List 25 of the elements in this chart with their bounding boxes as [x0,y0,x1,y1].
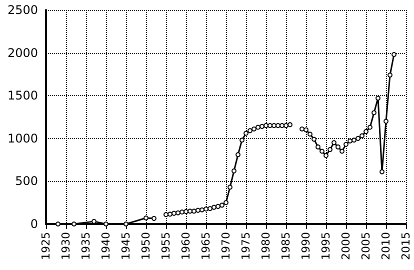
y-tick-label: 1500 [7,88,38,103]
y-tick-label: 2000 [7,46,38,60]
x-tick-label: 1990 [300,232,312,260]
x-tick-label: 1935 [80,232,92,260]
y-tick-label: 500 [15,174,38,188]
x-tick-label: 1945 [120,232,132,260]
y-tick-label: 2500 [7,3,38,17]
x-tick-label: 1940 [100,232,112,260]
x-tick-label: 1950 [140,232,152,260]
x-tick-label: 2005 [360,232,372,260]
x-tick-label: 2010 [380,232,392,260]
x-tick-label: 1925 [40,232,52,260]
x-tick-label: 1975 [240,232,252,260]
x-tick-label: 1985 [280,232,292,260]
x-tick-label: 2015 [400,232,412,260]
x-tick-label: 1955 [160,232,172,260]
y-tick-label: 1000 [7,131,38,146]
x-tick-label: 1970 [220,232,232,260]
x-tick-label: 1980 [260,232,272,260]
x-tick-label: 1960 [180,232,192,260]
x-tick-label: 1995 [320,232,332,260]
y-tick-label: 0 [30,217,38,231]
x-tick-label: 1965 [200,232,212,260]
x-tick-label: 1930 [60,232,72,260]
x-tick-label: 2000 [340,232,352,260]
